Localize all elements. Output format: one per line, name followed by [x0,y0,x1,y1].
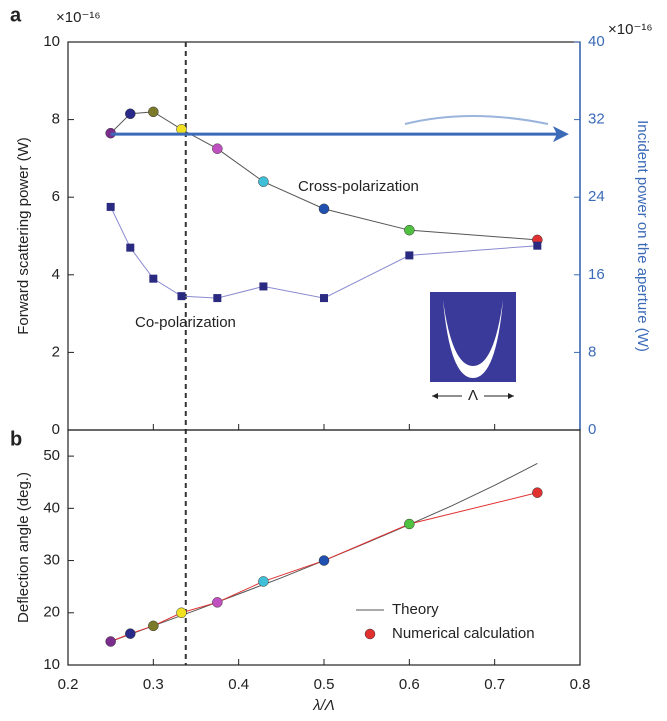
point [258,576,269,587]
y2-tick-label: 8 [588,343,596,360]
y2-tick-label: 32 [588,111,605,128]
series-line [110,492,538,642]
x-tick-label: 0.7 [484,676,505,693]
annotation: Cross-polarization [298,178,419,195]
y-tick-label: 0 [52,421,60,438]
point [404,224,415,236]
point [532,487,543,498]
series-line [110,206,538,299]
y2-axis-label: Incident power on the aperture (W) [634,120,651,352]
point [404,518,415,530]
arrowhead [552,126,569,143]
point [105,636,116,647]
x-tick-label: 0.8 [570,676,591,693]
point [320,294,328,303]
point [176,607,187,619]
y-tick-label: 8 [52,111,60,128]
y-tick-label: 6 [52,188,60,205]
point [106,202,115,211]
x-axis-label: λ/Λ [312,697,335,714]
x-tick-label: 0.4 [228,676,249,693]
x-tick-label: 0.6 [399,676,420,693]
y-tick-label: 10 [43,656,60,673]
y-tick-label: 10 [43,33,60,50]
y-axis-label: Deflection angle (deg.) [15,472,32,623]
y2-tick-label: 16 [588,266,605,283]
curved-arrow [404,115,549,125]
point [213,294,222,303]
inset-label: Λ [468,387,478,404]
y-exponent: ×10⁻¹⁶ [56,9,101,26]
point [125,108,136,120]
y-tick-label: 30 [43,552,60,569]
series-line [110,462,538,642]
point [148,620,159,632]
y-tick-label: 20 [43,604,60,621]
panel-label: a [10,4,22,26]
point [318,555,330,566]
y2-tick-label: 24 [588,188,605,205]
legend-marker [364,628,376,640]
point [125,628,136,639]
x-tick-label: 0.2 [58,676,79,693]
point [148,106,159,118]
point [318,203,330,215]
point [126,243,135,252]
y2-tick-label: 0 [588,421,596,438]
inset-crescent [443,300,503,378]
point [405,251,414,260]
legend-label: Theory [392,601,439,618]
series-line [110,111,538,241]
y-axis-label: Forward scattering power (W) [15,137,32,335]
y-tick-label: 2 [52,343,60,360]
point [212,597,223,608]
panel-label: b [10,428,22,450]
inset [430,292,516,399]
y-tick-label: 50 [43,447,60,464]
point [258,176,269,187]
y2-exponent: ×10⁻¹⁶ [608,21,653,38]
y-tick-label: 4 [52,266,60,283]
y-tick-label: 40 [43,499,60,516]
x-tick-label: 0.3 [143,676,164,693]
point [149,274,158,283]
point [212,143,223,154]
point [259,282,268,291]
legend-label: Numerical calculation [392,625,535,642]
annotation: Co-polarization [135,314,236,331]
y2-tick-label: 40 [588,33,605,50]
point [177,292,186,301]
x-tick-label: 0.5 [314,676,335,693]
point [533,241,542,250]
